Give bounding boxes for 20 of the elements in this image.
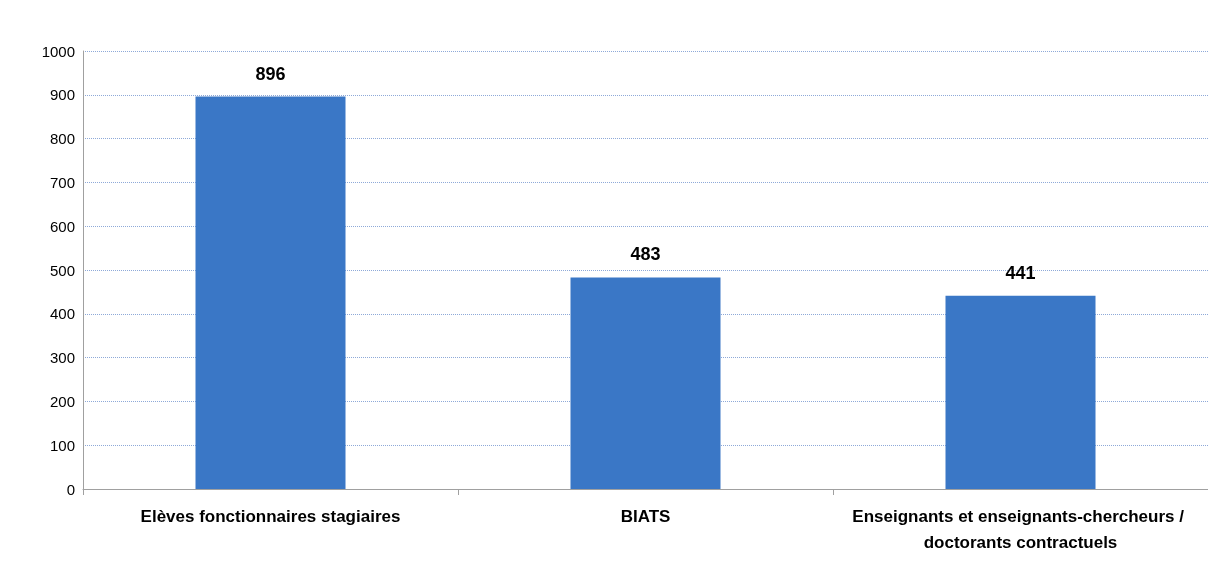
- data-label: 483: [630, 244, 661, 265]
- x-tick-label: Elèves fonctionnaires stagiaires: [140, 506, 401, 526]
- y-tick-label: 200: [49, 392, 75, 410]
- y-tick-label: 300: [49, 349, 75, 367]
- y-tick-label: 900: [49, 86, 75, 104]
- y-tick-label: 500: [49, 261, 75, 279]
- y-tick-label: 0: [66, 480, 75, 498]
- x-tick-label: BIATS: [620, 506, 671, 526]
- y-tick-label: 100: [49, 436, 75, 454]
- y-tick-label: 600: [49, 217, 75, 235]
- y-tick-label: 700: [49, 173, 75, 191]
- y-tick-label: 800: [49, 130, 75, 148]
- bar: [945, 295, 1096, 489]
- y-tick-label: 1000: [41, 42, 75, 60]
- x-tick-label: Enseignants et enseignants-chercheurs / doctorants contractuels: [852, 506, 1189, 552]
- data-label: 441: [1005, 262, 1036, 283]
- bar: [195, 96, 346, 489]
- data-label: 896: [255, 63, 286, 84]
- bar: [570, 277, 721, 489]
- y-tick-label: 400: [49, 305, 75, 323]
